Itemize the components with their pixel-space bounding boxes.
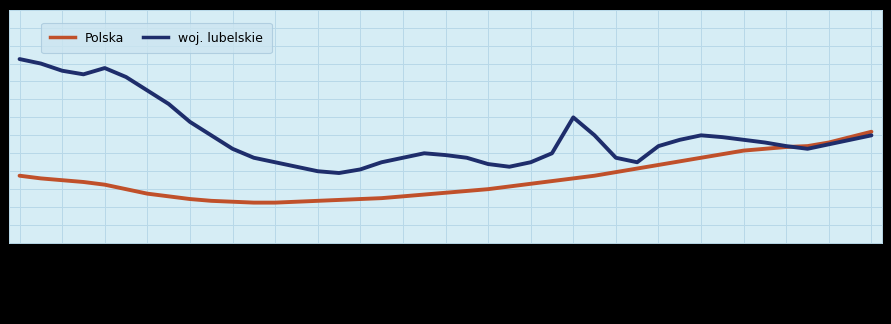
- Legend: Polska, woj. lubelskie: Polska, woj. lubelskie: [41, 23, 272, 53]
